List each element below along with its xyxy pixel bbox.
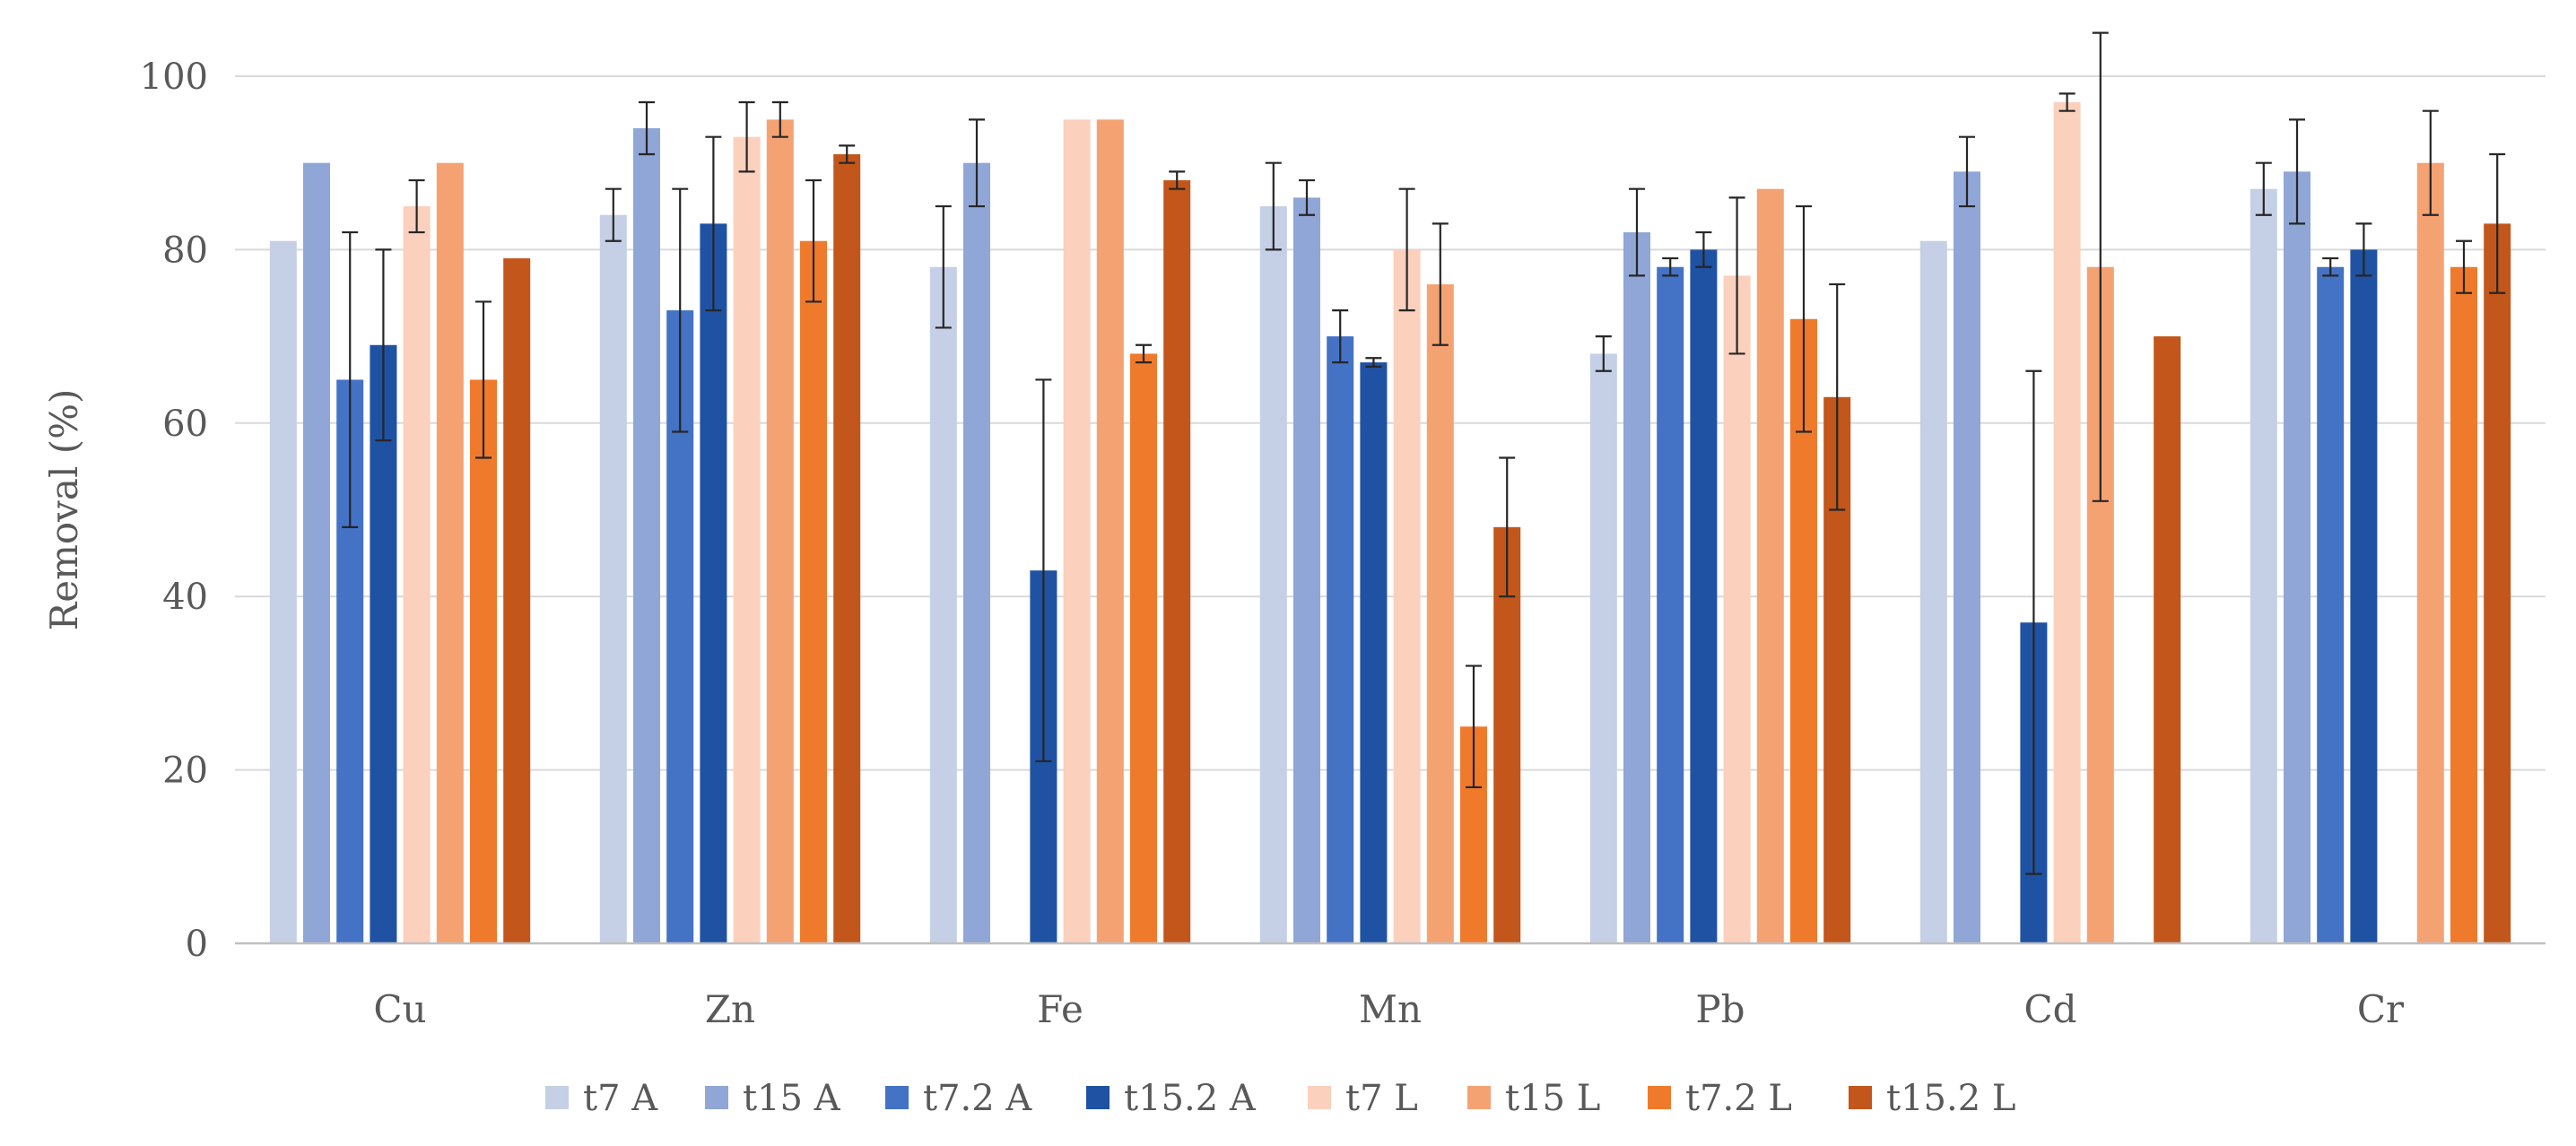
gridlines: [235, 75, 2546, 771]
legend-swatch: [1086, 1086, 1110, 1109]
bar-mn-t7-a: [1259, 206, 1287, 944]
y-axis-title: Removal (%): [42, 389, 86, 631]
legend-label: t7.2 A: [923, 1078, 1032, 1119]
axes: 0 20 40 60 80 100 Cu Zn Fe Mn Pb Cd Cr: [140, 56, 2546, 1031]
legend-label: t7 A: [583, 1078, 658, 1119]
bar-zn-t7-l: [733, 136, 761, 943]
bar-zn-t15-a: [633, 128, 660, 943]
bar-cd-t15-a: [1954, 171, 1980, 943]
bar-fe-t7-a: [929, 266, 957, 943]
bar-fe-t7-l: [1063, 119, 1091, 944]
legend-label: t15.2 A: [1124, 1078, 1257, 1119]
legend-swatch: [1467, 1086, 1491, 1109]
bar-cu-t15-2-a: [370, 344, 397, 943]
bar-mn-t7-2-a: [1327, 336, 1354, 944]
bar-cr-t15-a: [2284, 171, 2311, 943]
bar-cr-t7-2-a: [2317, 266, 2345, 943]
x-category-label: Zn: [705, 987, 755, 1031]
legend-label: t15.2 L: [1886, 1078, 2015, 1119]
bar-mn-t15-l: [1426, 284, 1454, 944]
legend-label: t15 A: [743, 1078, 841, 1119]
bar-zn-t15-2-a: [700, 223, 727, 943]
x-category-label: Cu: [373, 987, 426, 1031]
legend-label: t7 L: [1345, 1078, 1418, 1119]
bar-cd-t15-2-l: [2154, 336, 2181, 944]
legend-swatch: [705, 1086, 728, 1109]
x-category-label: Cd: [2023, 987, 2076, 1031]
bar-pb-t15-a: [1623, 232, 1650, 943]
bar-cr-t7-a: [2250, 188, 2277, 943]
y-tick-label: 100: [140, 56, 208, 98]
bar-fe-t15-2-l: [1163, 180, 1191, 944]
x-category-label: Cr: [2357, 987, 2405, 1031]
bar-pb-t15-l: [1756, 188, 1784, 943]
bar-cu-t15-l: [436, 162, 464, 943]
bar-pb-t7-l: [1723, 275, 1751, 943]
y-tick-label: 60: [162, 404, 208, 445]
legend-label: t15 L: [1505, 1078, 1600, 1119]
bar-cu-t15-a: [303, 162, 330, 943]
x-category-label: Mn: [1359, 987, 1422, 1031]
error-bars: [342, 31, 2506, 875]
legend-swatch: [545, 1086, 569, 1109]
bar-zn-t15-2-l: [833, 154, 861, 943]
bars: [269, 102, 2511, 944]
bar-mn-t7-l: [1393, 249, 1421, 943]
bar-pb-t7-a: [1589, 353, 1617, 943]
bar-mn-t15-2-a: [1360, 362, 1388, 943]
bar-pb-t15-2-a: [1690, 249, 1718, 943]
legend-swatch: [1849, 1086, 1872, 1109]
bar-fe-t15-l: [1096, 119, 1124, 944]
bar-zn-t7-a: [599, 214, 627, 944]
legend: t7 A t15 A t7.2 A t15.2 A t7 L t15 L t7.2 L t15…: [545, 1078, 2015, 1119]
bar-cd-t7-a: [1919, 240, 1947, 944]
y-tick-label: 80: [162, 230, 208, 271]
bar-zn-t7-2-l: [800, 240, 827, 944]
bar-cu-t7-2-l: [470, 379, 497, 943]
bar-fe-t7-2-l: [1130, 353, 1157, 943]
y-tick-label: 40: [162, 577, 208, 618]
bar-cr-t15-2-l: [2484, 223, 2511, 943]
bar-mn-t15-a: [1293, 197, 1320, 943]
legend-swatch: [1648, 1086, 1671, 1109]
bar-cu-t7-l: [403, 206, 431, 944]
legend-swatch: [885, 1086, 909, 1109]
x-category-label: Fe: [1037, 987, 1083, 1031]
bar-zn-t15-l: [766, 119, 794, 944]
bar-cr-t7-2-l: [2450, 266, 2477, 943]
x-category-label: Pb: [1695, 987, 1745, 1031]
bar-pb-t7-2-a: [1657, 266, 1684, 943]
y-tick-label: 20: [162, 751, 208, 792]
bar-cr-t15-2-a: [2350, 249, 2378, 943]
bar-cd-t7-l: [2053, 102, 2081, 943]
y-tick-label: 0: [186, 924, 208, 965]
bar-fe-t15-a: [963, 162, 990, 943]
bar-cu-t7-a: [269, 240, 297, 944]
bar-cr-t15-l: [2416, 162, 2444, 943]
legend-swatch: [1308, 1086, 1331, 1109]
legend-label: t7.2 L: [1685, 1078, 1792, 1119]
bar-cu-t15-2-l: [503, 258, 531, 943]
